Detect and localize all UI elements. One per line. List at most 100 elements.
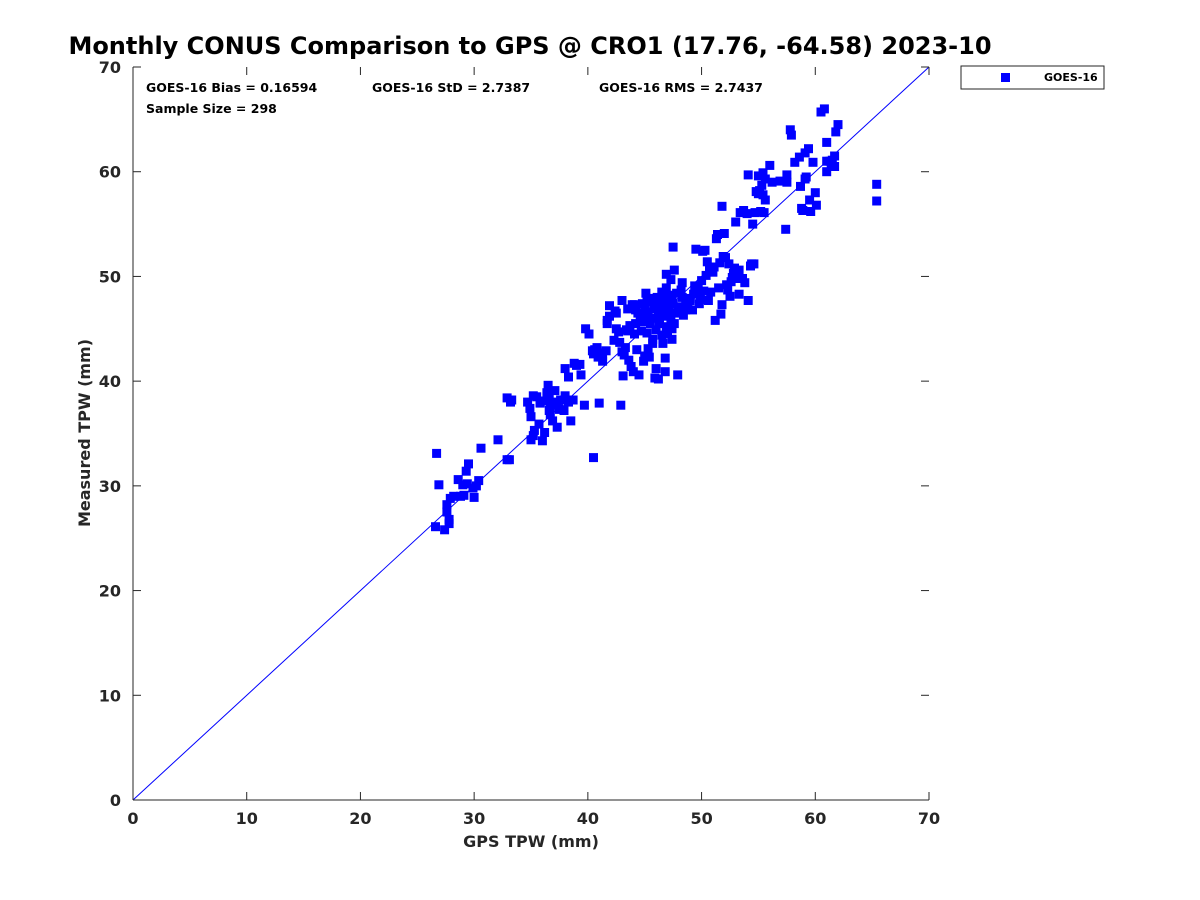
data-point [724,259,734,269]
data-point [753,171,763,181]
stat-std: GOES-16 StD = 2.7387 [372,80,530,95]
data-point [701,270,711,280]
data-point [476,443,486,453]
legend-marker [1001,73,1010,82]
data-point [677,292,687,302]
data-point [831,127,841,137]
data-point [619,350,629,360]
data-point [544,406,554,415]
data-point [647,313,656,323]
x-tick-label: 10 [236,809,258,828]
x-axis-ticks: 0 10 20 30 40 50 60 70 [127,67,940,828]
data-point [637,299,647,309]
data-point [668,242,678,252]
data-point [540,428,550,437]
data-point [449,491,459,501]
data-point [651,325,661,335]
data-point [721,253,730,263]
data-point [685,296,695,305]
data-point [559,406,569,415]
data-point [550,386,560,396]
y-tick-label: 10 [99,686,121,705]
data-point [461,466,471,476]
data-point [781,224,791,234]
data-point [598,356,608,366]
data-point [575,359,585,369]
data-point [442,507,452,517]
data-point [748,219,758,229]
data-point [471,481,481,491]
data-point [535,398,545,408]
x-tick-label: 60 [804,809,826,828]
data-point [659,303,669,313]
data-point [649,304,659,314]
data-point [587,346,597,356]
data-point [651,364,661,374]
data-point [636,326,646,336]
data-point [625,321,635,331]
data-point [775,176,785,186]
data-point [691,244,701,254]
data-point [552,422,562,432]
plot-area: 0 10 20 30 40 50 60 70 0 10 20 30 40 50 60 70 [99,58,940,828]
data-point [759,208,769,218]
data-point [713,230,722,239]
data-point [672,288,682,298]
data-point [872,196,882,206]
data-point [564,372,573,382]
x-tick-label: 40 [577,809,599,828]
data-point [639,356,649,366]
data-point [627,300,637,310]
data-point [717,201,727,211]
data-point [564,397,573,407]
data-point [576,370,586,380]
data-point [657,330,667,340]
chart-title: Monthly CONUS Comparison to GPS @ CRO1 (… [68,32,991,60]
y-tick-label: 60 [99,163,121,182]
data-point [731,217,741,227]
data-point [594,398,604,408]
data-point [434,480,444,490]
data-point [719,229,729,238]
stat-rms: GOES-16 RMS = 2.7437 [599,80,763,95]
data-point [602,315,612,325]
data-point [668,299,678,309]
data-point [811,200,821,210]
data-point [442,500,452,510]
data-point [663,329,672,339]
data-point [782,170,792,180]
points-layer [431,104,882,535]
x-axis-label: GPS TPW (mm) [463,832,599,851]
y-tick-label: 0 [110,791,121,810]
data-point [568,395,578,405]
data-point [664,306,674,316]
data-point [697,276,707,286]
data-point [639,317,649,326]
data-point [804,144,813,154]
data-point [595,348,605,358]
data-point [658,338,668,348]
y-tick-label: 30 [99,477,121,496]
data-point [589,453,598,463]
data-point [796,181,805,191]
data-point [615,337,625,347]
data-point [620,343,630,353]
data-point [767,177,777,187]
data-point [717,300,727,310]
y-tick-label: 40 [99,372,121,391]
data-point [526,412,536,422]
data-point [667,324,677,334]
data-point [617,296,627,305]
data-point [760,174,770,184]
data-point [661,283,671,293]
data-point [700,245,710,255]
data-point [431,522,440,532]
data-point [688,305,697,315]
data-point [506,397,515,407]
data-point [453,475,463,485]
y-tick-label: 50 [99,267,121,286]
x-tick-label: 20 [349,809,371,828]
data-point [785,125,795,135]
data-point [740,278,750,288]
